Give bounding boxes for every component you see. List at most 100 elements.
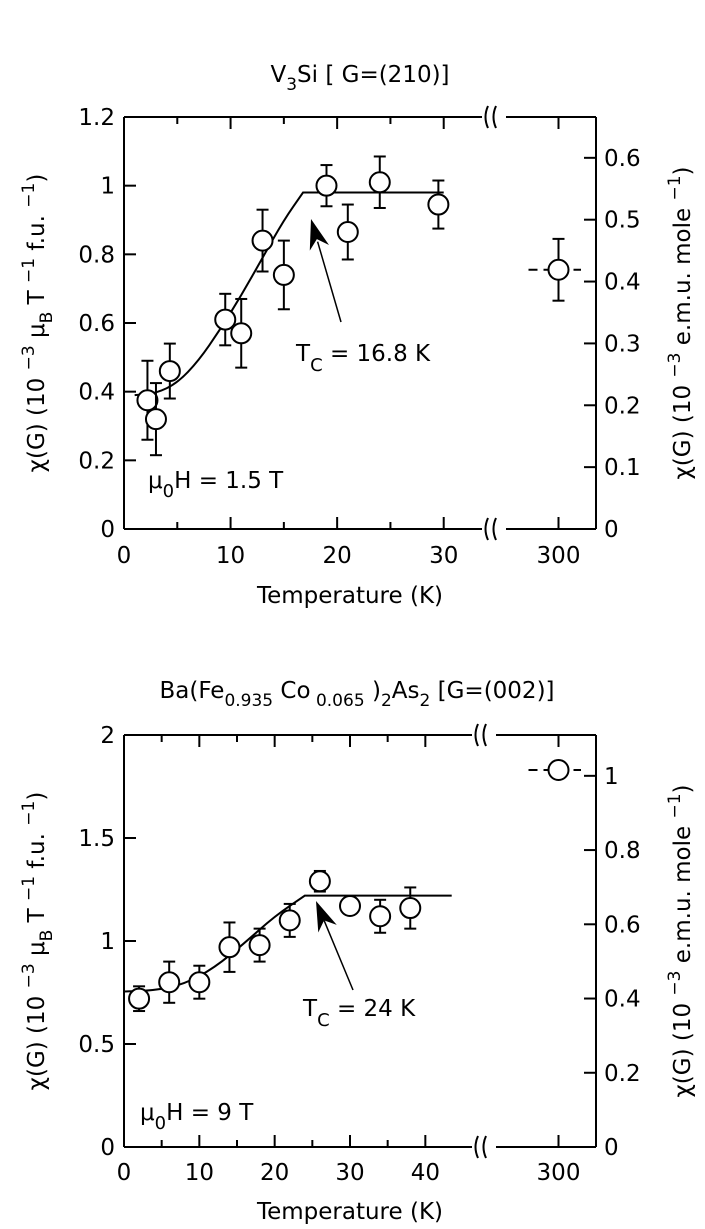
data-point	[278, 902, 301, 938]
y-tick-label-left: 1.2	[78, 105, 115, 131]
data-point-marker	[399, 897, 422, 920]
data-point	[336, 203, 359, 261]
chart-panel-1: 0 0.2 0.4 0.6 0.8 1 1.2 0 0.1 0.2 0.3 0.4 0.5 0.6 0 10 2…	[19, 62, 696, 609]
data-point-marker	[248, 934, 271, 957]
axis-break-mark	[484, 105, 502, 129]
tc-arrow-line	[323, 920, 354, 991]
x-tick-label: 40	[411, 1160, 440, 1186]
y-tick-label-right: 0.6	[604, 912, 641, 938]
data-point-marker	[230, 322, 253, 345]
data-point	[214, 292, 237, 347]
data-point-broken	[547, 759, 570, 782]
data-point-marker	[336, 221, 359, 244]
y-tick-label-left: 0	[100, 1135, 115, 1161]
tc-annotation: TC = 24 K	[302, 996, 416, 1031]
y-tick-label-left: 0.8	[78, 242, 115, 268]
data-point-marker	[128, 987, 151, 1010]
data-point	[427, 179, 450, 230]
y-tick-label-right: 1	[604, 764, 619, 790]
y-tick-label-left: 1	[100, 174, 115, 200]
data-point-marker	[547, 258, 570, 281]
y-tick-label-right: 0.2	[604, 393, 641, 419]
data-point	[399, 886, 422, 930]
data-point	[308, 869, 331, 893]
y-tick-label-right: 0.2	[604, 1061, 641, 1087]
y-tick-label-right: 0	[604, 1135, 619, 1161]
x-tick-label: 30	[429, 543, 458, 569]
data-point	[315, 164, 338, 208]
x-tick-label: 0	[117, 543, 132, 569]
y-axis-title-left: χ(G) (10 −3 μB T −1 f.u. −1)	[19, 174, 57, 473]
axis-break-mark	[474, 723, 492, 747]
y-tick-label-left: 2	[100, 723, 115, 749]
y-tick-label-left: 0.4	[78, 380, 115, 406]
y-tick-label-right: 0.4	[604, 987, 641, 1013]
data-point	[230, 297, 253, 369]
data-point-broken	[547, 237, 570, 302]
x-axis-title: Temperature (K)	[256, 1199, 443, 1225]
x-tick-label: 10	[216, 543, 245, 569]
data-point-marker	[214, 308, 237, 331]
data-point	[272, 239, 295, 311]
data-point-marker	[308, 870, 331, 893]
y-tick-label-right: 0	[604, 517, 619, 543]
data-point	[128, 985, 151, 1013]
tc-arrow-line	[316, 241, 342, 323]
data-point-marker	[158, 360, 181, 383]
data-point-marker	[547, 759, 570, 782]
data-point	[218, 921, 241, 973]
data-point-marker	[278, 909, 301, 932]
data-point-marker	[315, 174, 338, 197]
data-point	[136, 359, 159, 441]
data-point	[369, 898, 392, 934]
data-point	[188, 964, 211, 1000]
x-tick-label: 20	[323, 543, 352, 569]
y-axis-title-right: χ(G) (10 −3 e.m.u. mole −1)	[665, 166, 696, 479]
x-tick-label-broken: 300	[537, 1160, 581, 1186]
tc-arrow-head	[316, 901, 337, 933]
x-tick-label-broken: 300	[537, 543, 581, 569]
x-tick-label: 10	[185, 1160, 214, 1186]
data-point	[251, 208, 274, 273]
axis-break-mark	[474, 1135, 492, 1159]
data-point	[158, 960, 181, 1004]
y-tick-label-right: 0.8	[604, 838, 641, 864]
y-tick-label-right: 0.5	[604, 208, 641, 234]
y-tick-label-left: 1.5	[78, 826, 115, 852]
field-annotation: μ0H = 9 T	[140, 1100, 254, 1134]
data-point	[339, 894, 361, 917]
y-tick-label-right: 0.1	[604, 455, 641, 481]
y-axis-title-left: χ(G) (10 −3 μB T −1 f.u. −1)	[19, 792, 57, 1091]
data-point-marker	[339, 894, 361, 917]
field-annotation: μ0H = 1.5 T	[148, 468, 284, 502]
y-tick-label-left: 1	[100, 929, 115, 955]
data-point	[158, 342, 181, 400]
y-tick-label-right: 0.6	[604, 146, 641, 172]
y-tick-label-left: 0.5	[78, 1032, 115, 1058]
data-point-marker	[136, 389, 159, 412]
chart-title: V3Si [ G=(210)]	[270, 62, 449, 95]
tc-arrow-head	[309, 219, 329, 251]
data-point-marker	[272, 263, 295, 286]
data-point	[248, 927, 271, 963]
y-tick-label-right: 0.3	[604, 331, 641, 357]
y-tick-label-left: 0	[100, 517, 115, 543]
data-point	[368, 155, 391, 209]
data-point-marker	[144, 408, 167, 431]
x-tick-label: 20	[260, 1160, 289, 1186]
data-point-marker	[251, 229, 274, 252]
x-tick-label: 30	[335, 1160, 364, 1186]
x-axis-title: Temperature (K)	[256, 583, 443, 609]
x-tick-label: 0	[117, 1160, 132, 1186]
data-point-marker	[218, 936, 241, 959]
y-tick-label-left: 0.6	[78, 311, 115, 337]
y-tick-label-right: 0.4	[604, 270, 641, 296]
tc-annotation: TC = 16.8 K	[295, 341, 431, 376]
data-point-marker	[427, 193, 450, 216]
data-point-marker	[188, 971, 211, 994]
data-point-marker	[368, 171, 391, 194]
y-tick-label-left: 0.2	[78, 448, 115, 474]
data-point-marker	[158, 971, 181, 994]
